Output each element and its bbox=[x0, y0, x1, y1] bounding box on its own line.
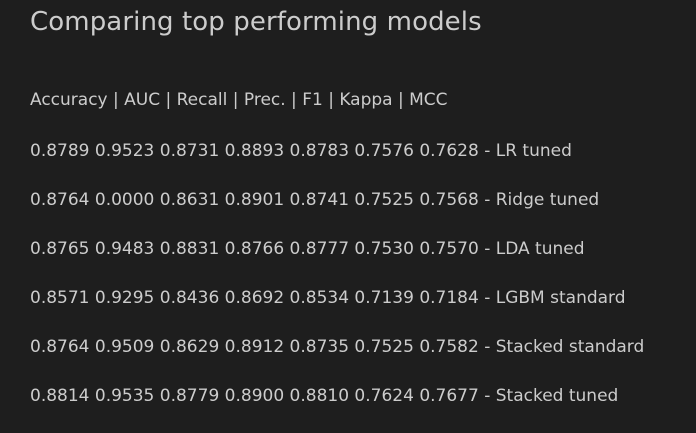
list-item: 0.8571 0.9295 0.8436 0.8692 0.8534 0.713… bbox=[30, 288, 626, 308]
metrics-header: Accuracy | AUC | Recall | Prec. | F1 | K… bbox=[30, 90, 448, 110]
list-item: 0.8814 0.9535 0.8779 0.8900 0.8810 0.762… bbox=[30, 386, 619, 406]
results-list: 0.8789 0.9523 0.8731 0.8893 0.8783 0.757… bbox=[30, 139, 644, 433]
list-item: 0.8789 0.9523 0.8731 0.8893 0.8783 0.757… bbox=[30, 141, 572, 161]
page-title: Comparing top performing models bbox=[30, 7, 482, 37]
list-item: 0.8764 0.9509 0.8629 0.8912 0.8735 0.752… bbox=[30, 337, 645, 357]
list-item: 0.8764 0.0000 0.8631 0.8901 0.8741 0.752… bbox=[30, 190, 600, 210]
list-item: 0.8765 0.9483 0.8831 0.8766 0.8777 0.753… bbox=[30, 239, 585, 259]
